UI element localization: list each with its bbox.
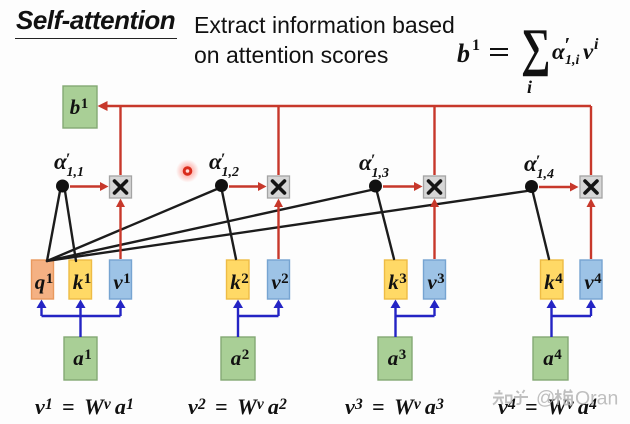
- svg-text:@: @: [536, 388, 555, 409]
- svg-text:Oran: Oran: [575, 388, 618, 410]
